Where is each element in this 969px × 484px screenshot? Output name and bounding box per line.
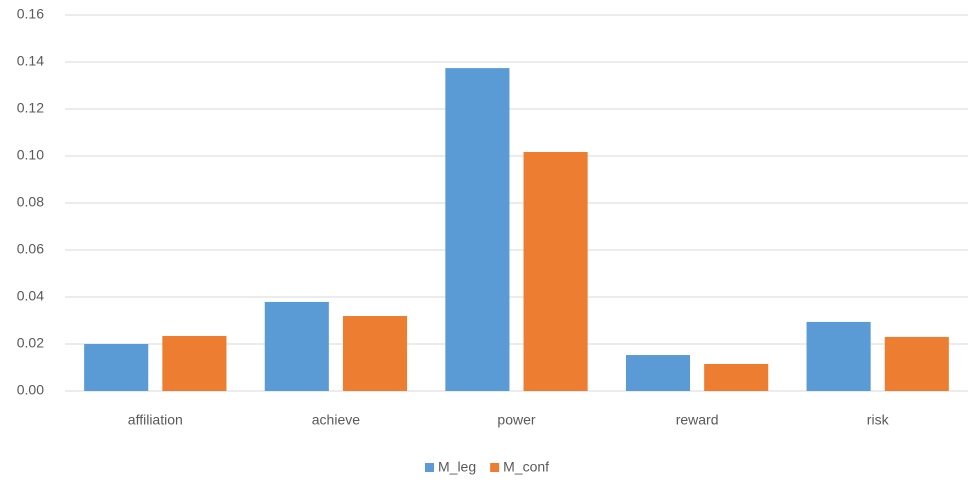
x-tick-label: achieve <box>312 412 360 428</box>
legend-swatch <box>490 463 500 472</box>
legend-label: M_leg <box>438 459 476 475</box>
y-tick-label: 0.16 <box>17 6 44 22</box>
bar <box>162 336 227 391</box>
y-tick-label: 0.02 <box>17 335 44 351</box>
y-tick-label: 0.14 <box>17 53 44 69</box>
bar <box>884 336 949 391</box>
bar <box>625 355 691 391</box>
y-tick-label: 0.12 <box>17 100 44 116</box>
x-tick-label: risk <box>867 412 890 428</box>
bar <box>523 152 588 391</box>
x-tick-label: reward <box>676 412 719 428</box>
x-tick-label: power <box>497 412 535 428</box>
bar <box>342 316 408 391</box>
bar <box>704 363 769 391</box>
y-tick-label: 0.08 <box>17 194 44 210</box>
bar <box>84 344 149 391</box>
y-tick-label: 0.04 <box>17 288 44 304</box>
y-tick-label: 0.00 <box>17 382 44 398</box>
bar <box>806 321 871 391</box>
legend-swatch <box>425 463 434 472</box>
legend-label: M_conf <box>503 459 549 475</box>
x-tick-label: affiliation <box>128 412 183 428</box>
bar <box>445 68 510 392</box>
bar <box>264 301 329 391</box>
y-tick-label: 0.10 <box>17 147 44 163</box>
y-tick-label: 0.06 <box>17 241 44 257</box>
